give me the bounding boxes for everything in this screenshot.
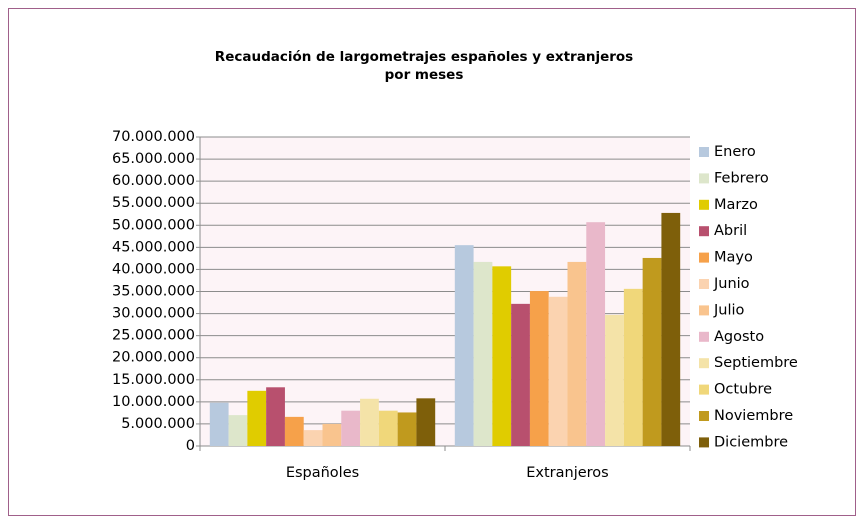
bar bbox=[529, 291, 549, 446]
legend-label: Diciembre bbox=[714, 434, 788, 450]
legend-swatch bbox=[699, 411, 709, 421]
y-tick-label: 50.000.000 bbox=[112, 217, 195, 233]
bar bbox=[360, 398, 379, 446]
x-tick-label: Extranjeros bbox=[526, 465, 608, 481]
y-tick-label: 40.000.000 bbox=[112, 261, 195, 277]
bar bbox=[322, 423, 342, 446]
y-tick-label: 15.000.000 bbox=[112, 372, 195, 388]
bar bbox=[492, 266, 512, 446]
legend-label: Junio bbox=[713, 276, 750, 292]
legend-label: Septiembre bbox=[714, 355, 798, 371]
legend-swatch bbox=[699, 279, 709, 289]
legend-label: Agosto bbox=[714, 329, 764, 345]
bar bbox=[511, 303, 530, 446]
y-tick-label: 0 bbox=[186, 438, 195, 454]
bar bbox=[623, 288, 643, 446]
bar bbox=[416, 398, 436, 446]
y-tick-label: 35.000.000 bbox=[112, 284, 195, 300]
legend-swatch bbox=[699, 305, 709, 316]
x-tick-label: Españoles bbox=[286, 465, 359, 481]
bar bbox=[209, 402, 229, 446]
legend-swatch bbox=[699, 331, 709, 342]
bar bbox=[548, 296, 568, 446]
bar bbox=[228, 415, 248, 446]
bar bbox=[473, 261, 493, 446]
bar bbox=[341, 410, 361, 446]
bar bbox=[454, 245, 474, 446]
chart-frame bbox=[8, 8, 856, 516]
y-tick-label: 65.000.000 bbox=[112, 151, 195, 167]
legend-label: Noviembre bbox=[714, 408, 793, 424]
bar bbox=[605, 314, 624, 446]
bar bbox=[378, 410, 398, 446]
legend-label: Febrero bbox=[714, 170, 769, 186]
y-tick-label: 25.000.000 bbox=[112, 328, 195, 344]
bar bbox=[397, 412, 417, 446]
bar bbox=[266, 387, 285, 446]
y-tick-label: 30.000.000 bbox=[112, 306, 195, 322]
bar bbox=[586, 222, 606, 446]
bar bbox=[247, 390, 267, 446]
legend-swatch bbox=[699, 384, 709, 395]
legend-label: Julio bbox=[713, 302, 745, 318]
y-tick-label: 55.000.000 bbox=[112, 195, 195, 211]
legend-label: Marzo bbox=[714, 197, 758, 213]
chart-title: Recaudación de largometrajes españoles y… bbox=[214, 49, 634, 83]
legend-swatch bbox=[699, 358, 709, 369]
bar bbox=[284, 416, 304, 446]
bar bbox=[303, 430, 323, 446]
y-tick-label: 10.000.000 bbox=[112, 394, 195, 410]
y-tick-label: 70.000.000 bbox=[112, 129, 195, 145]
legend-label: Enero bbox=[714, 144, 756, 160]
y-tick-label: 60.000.000 bbox=[112, 173, 195, 189]
legend-swatch bbox=[699, 226, 709, 237]
y-tick-label: 45.000.000 bbox=[112, 239, 195, 255]
legend-swatch bbox=[699, 147, 709, 157]
bar bbox=[642, 257, 662, 446]
legend-swatch bbox=[699, 252, 709, 263]
legend-label: Octubre bbox=[714, 382, 772, 398]
legend-swatch bbox=[699, 173, 709, 184]
legend-label: Mayo bbox=[714, 250, 753, 266]
legend-label: Abril bbox=[714, 223, 747, 239]
bar bbox=[661, 212, 681, 446]
bar bbox=[567, 261, 587, 446]
legend-swatch bbox=[699, 437, 709, 448]
y-tick-label: 20.000.000 bbox=[112, 350, 195, 366]
legend-swatch bbox=[699, 199, 709, 210]
y-tick-label: 5.000.000 bbox=[121, 416, 195, 432]
